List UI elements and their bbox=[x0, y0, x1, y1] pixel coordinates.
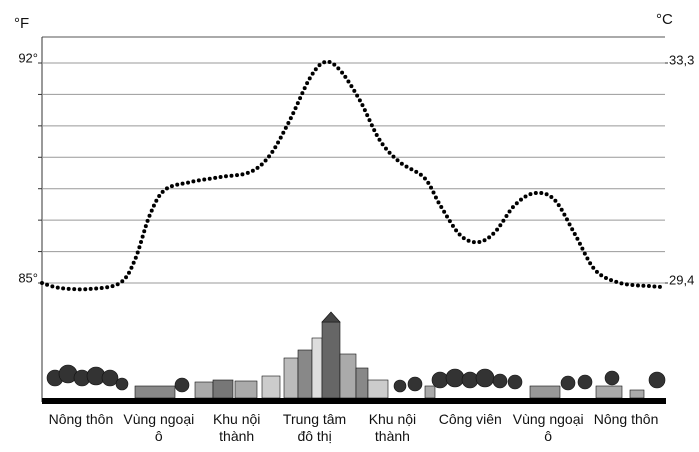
x-category-label: Khu nội thành bbox=[354, 411, 430, 445]
x-category-label: Nông thôn bbox=[588, 411, 664, 428]
y-tick-label: 85° bbox=[18, 270, 38, 285]
y2-tick-label: 33,3 bbox=[669, 52, 694, 67]
temperature-line bbox=[42, 62, 665, 290]
x-category-label: Khu nội thành bbox=[199, 411, 275, 445]
x-category-label: Công viên bbox=[432, 411, 508, 428]
y-axis-label: °F bbox=[14, 15, 29, 32]
chart: °F °C 85° 92° 29,4 33,3 bbox=[0, 0, 699, 452]
y2-tick-label: 29,4 bbox=[669, 272, 694, 287]
y2-axis-label: °C bbox=[656, 11, 673, 28]
skyline bbox=[42, 312, 666, 404]
x-category-label: Vùng ngoại ô bbox=[510, 411, 586, 445]
page: °F °C 85°92°29,433,3 Nông thônVùng ngoại… bbox=[0, 0, 699, 452]
y-tick-label: 92° bbox=[18, 50, 38, 65]
x-category-label: Trung tâm đô thị bbox=[277, 411, 353, 445]
x-category-label: Nông thôn bbox=[43, 411, 119, 428]
x-category-label: Vùng ngoại ô bbox=[121, 411, 197, 445]
